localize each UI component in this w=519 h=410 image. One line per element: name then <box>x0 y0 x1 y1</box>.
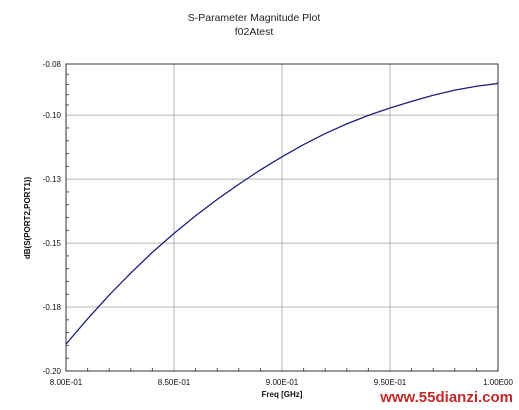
y-tick-label: -0.18 <box>43 303 62 312</box>
watermark: www.55dianzi.com <box>379 389 513 406</box>
plot-area <box>65 63 499 372</box>
series-line <box>65 82 499 345</box>
x-tick-labels: 8.00E-01 8.50E-01 9.00E-01 9.50E-01 1.00E00 <box>50 378 514 387</box>
x-axis-label: Freq [GHz] <box>262 390 303 399</box>
y-tick-labels: -0.08 -0.10 -0.13 -0.15 -0.18 -0.20 <box>43 60 62 376</box>
x-tick-label: 9.00E-01 <box>266 378 299 387</box>
grid <box>66 64 498 371</box>
x-tick-label: 8.50E-01 <box>158 378 191 387</box>
y-tick-label: -0.15 <box>43 239 62 248</box>
minor-ticks <box>66 73 477 371</box>
y-tick-label: -0.10 <box>43 111 62 120</box>
y-tick-label: -0.13 <box>43 175 62 184</box>
x-tick-label: 9.50E-01 <box>374 378 407 387</box>
y-tick-label: -0.20 <box>43 367 62 376</box>
x-tick-label: 8.00E-01 <box>50 378 83 387</box>
y-tick-label: -0.08 <box>43 60 62 69</box>
chart-subtitle: f02Atest <box>235 26 274 38</box>
series-group <box>65 82 499 345</box>
chart-title: S-Parameter Magnitude Plot <box>188 12 321 24</box>
y-axis-label: dB(S(PORT2,PORT1)) <box>23 177 32 260</box>
x-tick-label: 1.00E00 <box>483 378 513 387</box>
